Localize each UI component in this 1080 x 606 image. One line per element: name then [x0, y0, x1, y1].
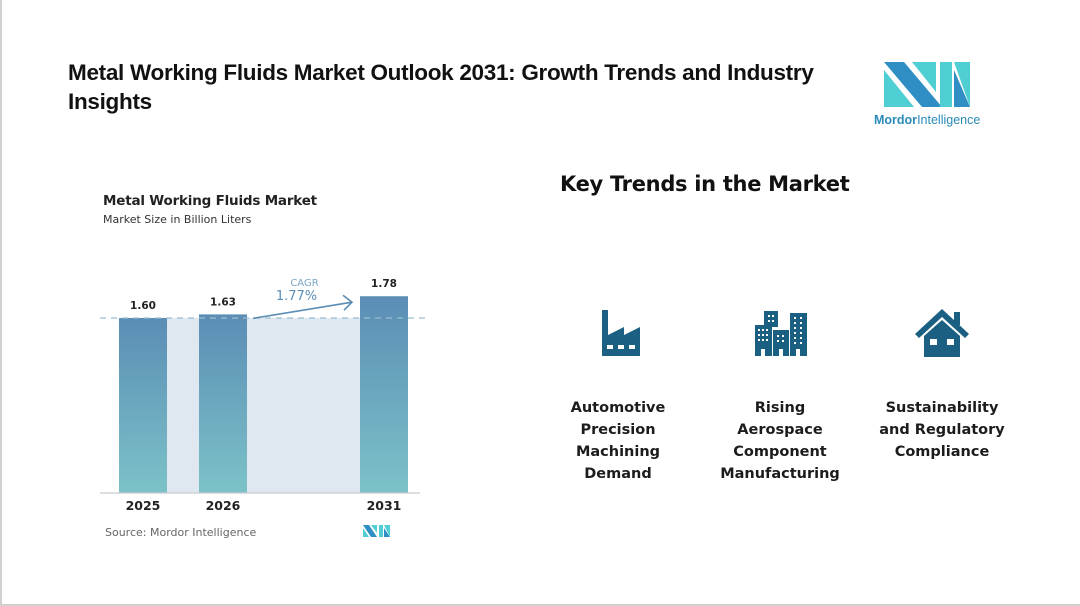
trend-line: Demand	[584, 466, 652, 482]
bar-chart: 1.60 2025 1.63 2026 1.78 2031 CAGR 1.77%	[100, 278, 430, 513]
trend-line: Sustainability	[885, 400, 999, 416]
bar-2026	[199, 314, 247, 493]
chart-subtitle: Market Size in Billion Liters	[103, 213, 252, 226]
bar-2031	[360, 296, 408, 493]
trend-label: Sustainability and Regulatory Compliance	[867, 397, 1017, 463]
cagr-label: CAGR	[290, 278, 318, 289]
trend-line: Precision	[580, 422, 656, 438]
x-tick-label: 2031	[367, 498, 402, 513]
mini-logo-icon	[363, 525, 390, 537]
value-label: 1.78	[371, 278, 397, 290]
logo-shape-4	[940, 62, 952, 107]
value-label: 1.60	[130, 300, 156, 312]
value-label: 1.63	[210, 296, 236, 308]
logo-brand-bold: Mordor	[874, 113, 918, 127]
logo-shape-1	[884, 62, 942, 107]
x-tick-label: 2026	[206, 498, 241, 513]
logo-shape-3	[912, 62, 936, 92]
logo-shape-6	[954, 70, 970, 107]
buildings-icon	[755, 311, 807, 356]
factory-icon	[602, 310, 640, 356]
x-tick-label: 2025	[126, 498, 161, 513]
key-trends-heading: Key Trends in the Market	[560, 172, 850, 196]
trend-item-sustainability: Sustainability and Regulatory Compliance	[867, 305, 1017, 463]
logo-shape-2	[884, 70, 914, 107]
trend-line: Manufacturing	[720, 466, 840, 482]
cagr-arrow	[252, 294, 354, 320]
trend-line: Compliance	[894, 444, 990, 460]
trend-item-aerospace: Rising Aerospace Component Manufacturing	[705, 305, 855, 485]
logo-shape-5	[954, 62, 970, 107]
house-icon	[915, 309, 969, 357]
mordor-logo	[884, 62, 970, 107]
trend-line: Machining	[575, 444, 661, 460]
logo-brand-rest: Intelligence	[917, 113, 981, 127]
trend-line: Component	[733, 444, 827, 460]
bar-2025	[119, 318, 167, 493]
cagr-value: 1.77%	[276, 289, 317, 304]
trend-line: Rising	[754, 400, 806, 416]
chart-background-band	[119, 318, 408, 493]
trend-label: Automotive Precision Machining Demand	[543, 397, 693, 485]
logo-text: MordorIntelligence	[874, 113, 980, 127]
trend-label: Rising Aerospace Component Manufacturing	[705, 397, 855, 485]
trend-line: Automotive	[570, 400, 666, 416]
chart-source: Source: Mordor Intelligence	[105, 526, 257, 539]
trend-line: Aerospace	[737, 422, 823, 438]
trend-line: and Regulatory	[879, 422, 1005, 438]
page-title: Metal Working Fluids Market Outlook 2031…	[68, 60, 814, 114]
chart-title: Metal Working Fluids Market	[103, 193, 317, 209]
trend-item-automotive: Automotive Precision Machining Demand	[543, 305, 693, 485]
